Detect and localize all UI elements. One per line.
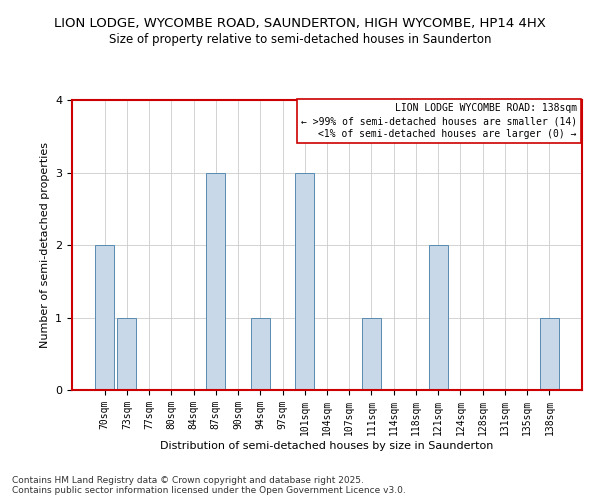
Text: Size of property relative to semi-detached houses in Saunderton: Size of property relative to semi-detach… bbox=[109, 32, 491, 46]
Bar bbox=[540, 318, 559, 390]
X-axis label: Distribution of semi-detached houses by size in Saunderton: Distribution of semi-detached houses by … bbox=[160, 440, 494, 450]
Bar bbox=[362, 318, 381, 390]
Bar bbox=[251, 318, 270, 390]
Bar bbox=[429, 245, 448, 390]
Bar bbox=[118, 318, 136, 390]
Text: LION LODGE WYCOMBE ROAD: 138sqm
← >99% of semi-detached houses are smaller (14)
: LION LODGE WYCOMBE ROAD: 138sqm ← >99% o… bbox=[301, 103, 577, 140]
Bar bbox=[295, 172, 314, 390]
Y-axis label: Number of semi-detached properties: Number of semi-detached properties bbox=[40, 142, 50, 348]
Bar bbox=[206, 172, 225, 390]
Text: LION LODGE, WYCOMBE ROAD, SAUNDERTON, HIGH WYCOMBE, HP14 4HX: LION LODGE, WYCOMBE ROAD, SAUNDERTON, HI… bbox=[54, 18, 546, 30]
Text: Contains HM Land Registry data © Crown copyright and database right 2025.
Contai: Contains HM Land Registry data © Crown c… bbox=[12, 476, 406, 495]
Bar bbox=[95, 245, 114, 390]
